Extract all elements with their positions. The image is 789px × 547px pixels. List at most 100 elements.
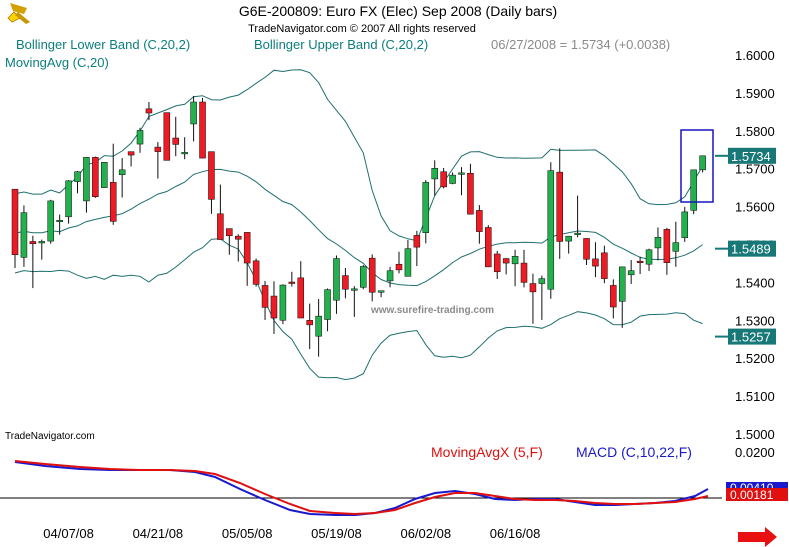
candle bbox=[610, 279, 617, 319]
candle bbox=[181, 137, 188, 160]
candle bbox=[136, 127, 144, 153]
highlight-box bbox=[680, 129, 714, 203]
candle-body bbox=[520, 262, 528, 283]
x-tick-label: 04/07/08 bbox=[43, 526, 94, 541]
candle bbox=[627, 260, 635, 284]
candle-body bbox=[413, 235, 421, 248]
bollinger-bands bbox=[14, 69, 704, 381]
candle-body bbox=[574, 232, 581, 235]
y-tick-label: 1.5000 bbox=[735, 427, 775, 442]
candle-body bbox=[681, 211, 688, 238]
y-tick-label: 1.5400 bbox=[735, 275, 775, 290]
candle bbox=[476, 205, 483, 244]
y-tick-label: 1.5700 bbox=[735, 162, 775, 177]
candle-body bbox=[654, 237, 662, 249]
candle-body bbox=[163, 112, 171, 161]
x-tick-label: 05/05/08 bbox=[222, 526, 273, 541]
candle bbox=[386, 266, 394, 288]
candle bbox=[306, 303, 313, 350]
candle-body bbox=[315, 315, 322, 337]
moving-avg-line bbox=[14, 168, 703, 287]
candle bbox=[654, 227, 662, 261]
candle-body bbox=[663, 229, 671, 263]
candle-body bbox=[618, 266, 626, 302]
candle-body bbox=[11, 188, 19, 255]
candle bbox=[538, 275, 546, 320]
candle bbox=[145, 101, 153, 121]
candle bbox=[377, 290, 385, 298]
candle-body bbox=[109, 182, 117, 222]
legend-last-value: 06/27/2008 = 1.5734 (+0.0038) bbox=[491, 37, 670, 52]
candle-body bbox=[92, 157, 99, 197]
candle-body bbox=[101, 162, 108, 188]
candle-body bbox=[118, 169, 126, 176]
candle-body bbox=[395, 263, 403, 271]
candle-body bbox=[636, 260, 644, 263]
candle-body bbox=[226, 228, 233, 237]
candle-body bbox=[368, 257, 376, 293]
candle bbox=[502, 258, 510, 275]
candle bbox=[645, 248, 653, 272]
candle-body bbox=[627, 270, 635, 276]
candle-body bbox=[556, 171, 563, 242]
candle bbox=[235, 234, 242, 262]
candle bbox=[29, 235, 37, 289]
candle bbox=[583, 238, 590, 265]
candle bbox=[199, 97, 206, 159]
candle bbox=[154, 142, 162, 179]
candle-body bbox=[297, 277, 305, 319]
candle-body bbox=[208, 151, 215, 200]
x-tick-label: 06/16/08 bbox=[490, 526, 541, 541]
candle bbox=[422, 180, 430, 244]
candle-body bbox=[190, 101, 197, 125]
candle bbox=[47, 199, 54, 244]
candle-body bbox=[699, 155, 706, 171]
candle-body bbox=[467, 172, 474, 215]
candle-body bbox=[547, 170, 555, 290]
candle bbox=[699, 155, 706, 173]
candle bbox=[172, 116, 179, 157]
scroll-right-arrow-icon[interactable] bbox=[738, 527, 777, 547]
candle-body bbox=[386, 270, 394, 282]
candle-body bbox=[351, 288, 358, 291]
macd-label-ma: MovingAvgX (5,F) bbox=[431, 444, 543, 460]
candle-body bbox=[610, 285, 617, 308]
candle-body bbox=[181, 152, 188, 155]
candle bbox=[556, 148, 563, 259]
candle-body bbox=[243, 232, 251, 264]
candle-body bbox=[199, 101, 206, 159]
candle bbox=[592, 242, 599, 278]
candle-body bbox=[440, 171, 447, 188]
y-axis: 1.60001.59001.58001.57001.56001.55001.54… bbox=[715, 48, 776, 442]
candle bbox=[565, 235, 572, 254]
x-tick-label: 04/21/08 bbox=[133, 526, 184, 541]
macd-label-macd: MACD (C,10,22,F) bbox=[576, 444, 692, 460]
macd-badge-red bbox=[726, 488, 788, 501]
candle bbox=[333, 255, 340, 314]
candle bbox=[38, 239, 46, 260]
candle-body bbox=[502, 258, 510, 264]
candle bbox=[449, 172, 456, 185]
candle-body bbox=[217, 213, 224, 240]
candle-body bbox=[20, 212, 28, 258]
candle-body bbox=[306, 320, 313, 326]
brand-text: TradeNavigator.com bbox=[5, 431, 95, 442]
candle bbox=[74, 170, 81, 194]
candle-body bbox=[377, 290, 385, 293]
candle-body bbox=[538, 278, 546, 284]
candle-body bbox=[235, 235, 242, 240]
candle bbox=[493, 250, 501, 279]
candle-body bbox=[565, 235, 572, 242]
candle-body bbox=[333, 258, 340, 301]
macd-ma-line bbox=[14, 460, 709, 516]
macd-axis-top: 0.0200 bbox=[735, 445, 775, 460]
candle-body bbox=[270, 295, 278, 319]
candle bbox=[368, 254, 376, 302]
candle bbox=[190, 95, 197, 142]
price-badge bbox=[728, 147, 776, 164]
candle-body bbox=[672, 242, 680, 252]
candle-body bbox=[29, 241, 37, 244]
candle-body bbox=[422, 182, 430, 234]
candle bbox=[217, 184, 224, 240]
candle bbox=[279, 284, 287, 325]
